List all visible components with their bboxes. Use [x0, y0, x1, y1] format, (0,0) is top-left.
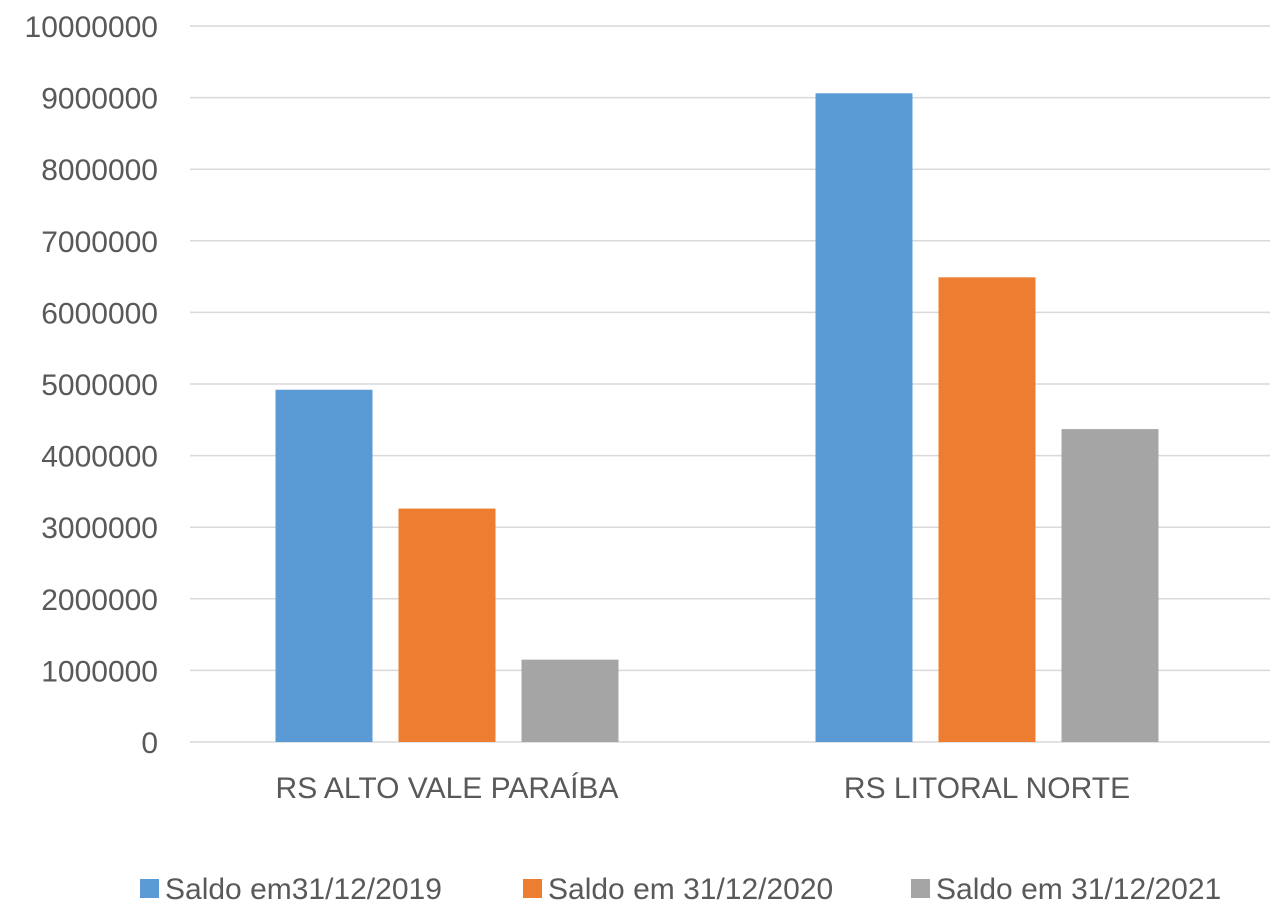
y-axis-ticks: 0 1000000 2000000 3000000 4000000 5000000 6000… [25, 11, 158, 760]
bar-2-2 [938, 277, 1036, 742]
legend-label: Saldo em 31/12/2021 [936, 873, 1221, 906]
legend-item: Saldo em31/12/2019 [140, 873, 442, 906]
legend: Saldo em31/12/2019 Saldo em 31/12/2020 Sal… [140, 873, 1221, 906]
x-category-label: RS ALTO VALE PARAÍBA [276, 772, 619, 805]
bar-3-1 [521, 659, 619, 742]
legend-item: Saldo em 31/12/2021 [911, 873, 1221, 906]
y-tick-label: 1000000 [41, 655, 158, 688]
bar-1-2 [815, 93, 913, 742]
bar-2-1 [398, 508, 496, 742]
bar-1-1 [275, 389, 373, 742]
y-tick-label: 8000000 [41, 154, 158, 187]
y-tick-label: 7000000 [41, 226, 158, 259]
y-tick-label: 0 [141, 727, 158, 760]
y-tick-label: 10000000 [25, 11, 158, 44]
x-axis-labels: RS ALTO VALE PARAÍBA RS LITORAL NORTE [276, 772, 1131, 805]
legend-swatch [140, 879, 159, 898]
y-tick-label: 3000000 [41, 512, 158, 545]
bars [275, 93, 1159, 742]
y-tick-label: 2000000 [41, 584, 158, 617]
y-tick-label: 9000000 [41, 83, 158, 116]
bar-3-2 [1061, 429, 1159, 742]
y-tick-label: 4000000 [41, 441, 158, 474]
legend-label: Saldo em 31/12/2020 [548, 873, 833, 906]
legend-label: Saldo em31/12/2019 [165, 873, 442, 906]
y-tick-label: 5000000 [41, 369, 158, 402]
legend-swatch [911, 879, 930, 898]
legend-item: Saldo em 31/12/2020 [523, 873, 833, 906]
legend-swatch [523, 879, 542, 898]
y-tick-label: 6000000 [41, 297, 158, 330]
x-category-label: RS LITORAL NORTE [844, 772, 1130, 805]
